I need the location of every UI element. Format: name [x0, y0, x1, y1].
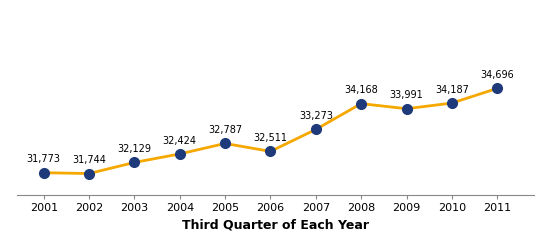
- Point: [39, 171, 48, 175]
- Point: [85, 172, 94, 175]
- Point: [175, 152, 184, 156]
- Text: 32,787: 32,787: [208, 125, 242, 135]
- Text: 32,424: 32,424: [163, 136, 197, 145]
- Text: 32,511: 32,511: [254, 133, 288, 143]
- Point: [357, 102, 366, 105]
- Text: 34,696: 34,696: [480, 70, 514, 80]
- Text: 31,744: 31,744: [72, 155, 106, 165]
- Point: [266, 150, 275, 154]
- Point: [221, 142, 229, 146]
- Point: [402, 107, 411, 111]
- Text: 31,773: 31,773: [27, 154, 60, 164]
- Text: 32,129: 32,129: [117, 144, 151, 154]
- Point: [493, 86, 502, 90]
- X-axis label: Third Quarter of Each Year: Third Quarter of Each Year: [182, 219, 368, 232]
- Text: 33,273: 33,273: [299, 111, 333, 121]
- Point: [448, 101, 456, 105]
- Text: 34,168: 34,168: [344, 85, 378, 95]
- Text: 34,187: 34,187: [435, 85, 469, 95]
- Point: [130, 160, 139, 164]
- Text: 33,991: 33,991: [389, 90, 424, 101]
- Point: [311, 128, 320, 132]
